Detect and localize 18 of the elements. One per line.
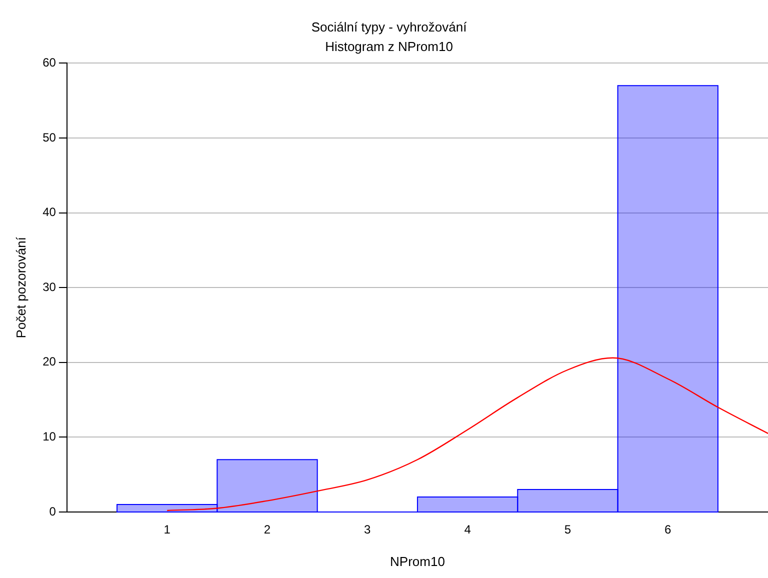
chart-subtitle: Histogram z NProm10 [325, 38, 453, 54]
y-tick-label: 20 [42, 354, 56, 369]
chart-title: Sociální typy - vyhrožování [311, 19, 468, 34]
y-axis-title: Počet pozorování [13, 236, 28, 338]
x-tick-label: 3 [364, 522, 372, 537]
x-tick-label: 5 [564, 522, 572, 537]
y-tick-label: 30 [42, 280, 56, 294]
x-tick-label: 2 [264, 522, 271, 537]
y-tick-label: 0 [49, 504, 56, 518]
x-tick-label: 6 [664, 522, 672, 537]
x-axis-title: NProm10 [390, 554, 445, 569]
line-series [166, 357, 768, 512]
y-tick-label: 10 [42, 430, 56, 444]
x-tick-label: 4 [464, 522, 472, 537]
y-tick-label: 40 [42, 205, 56, 220]
y-tick-label: 60 [42, 56, 56, 70]
y-tick-label: 50 [42, 130, 56, 144]
x-tick-label: 1 [164, 522, 171, 537]
